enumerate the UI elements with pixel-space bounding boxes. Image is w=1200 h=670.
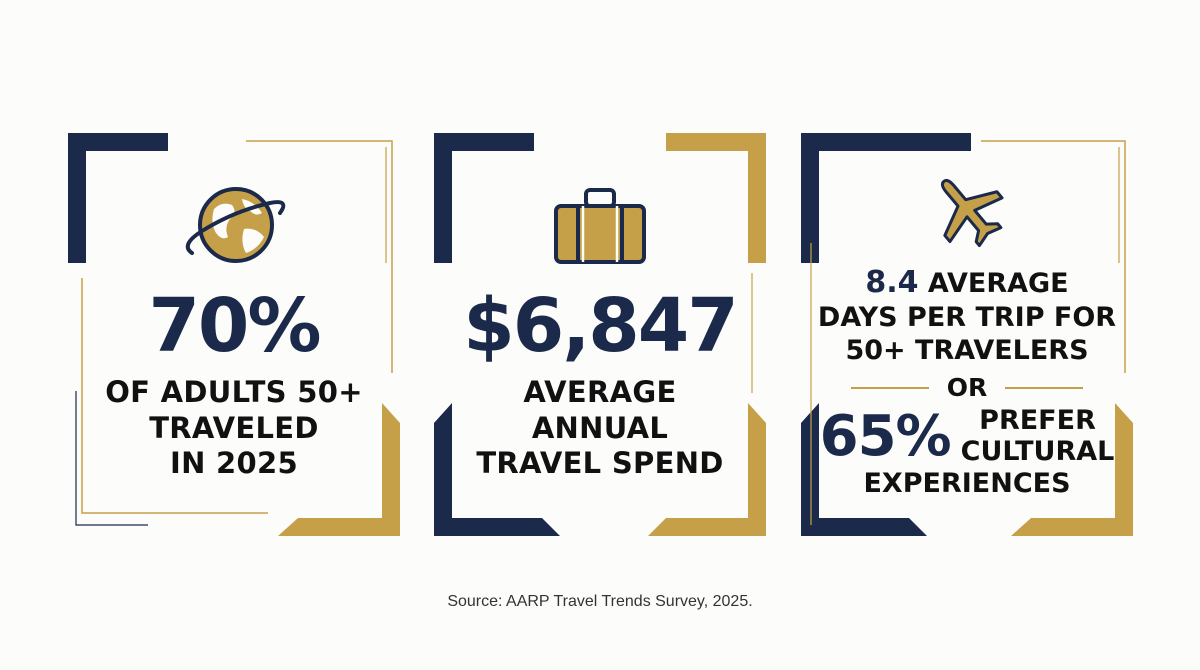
stat-value: 8.4 — [865, 265, 919, 300]
source-note: Source: AARP Travel Trends Survey, 2025. — [447, 593, 753, 610]
stat-caption: AVERAGE ANNUAL TRAVEL SPEND — [476, 375, 724, 481]
card-frame — [801, 133, 1133, 536]
suitcase-icon — [550, 181, 650, 271]
alt-stat-row: 65% PREFER CULTURAL — [819, 403, 1115, 469]
stat-card-trip-days: 8.4 AVERAGE DAYS PER TRIP FOR 50+ TRAVEL… — [801, 133, 1133, 536]
airplane-icon — [927, 169, 1007, 249]
stat-caption: 8.4 AVERAGE DAYS PER TRIP FOR 50+ TRAVEL… — [817, 265, 1117, 366]
card-frame — [68, 133, 400, 536]
stat-value: 70% — [148, 283, 321, 369]
alt-stat-caption: PREFER CULTURAL — [960, 405, 1115, 467]
stat-card-travel-spend: $6,847 AVERAGE ANNUAL TRAVEL SPEND — [434, 133, 766, 536]
alt-stat-value: 65% — [819, 403, 952, 469]
stat-caption: OF ADULTS 50+ TRAVELED IN 2025 — [105, 375, 363, 481]
stat-value: $6,847 — [463, 283, 739, 369]
stat-card-adults-traveled: 70% OF ADULTS 50+ TRAVELED IN 2025 — [68, 133, 400, 536]
card-frame — [434, 133, 766, 536]
or-separator: OR — [850, 373, 1084, 402]
globe-icon — [182, 181, 286, 271]
alt-stat-caption-end: EXPERIENCES — [863, 467, 1071, 499]
